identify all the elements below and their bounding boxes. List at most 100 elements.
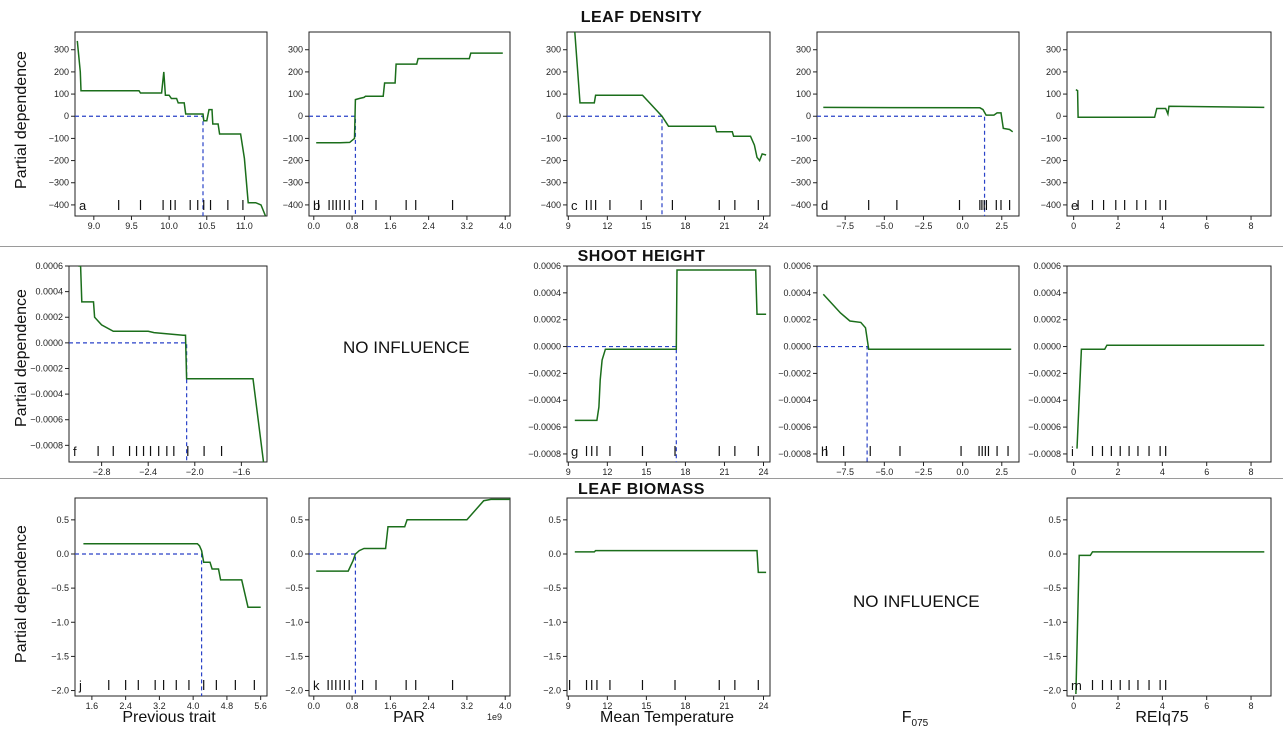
plot-frame xyxy=(1066,497,1272,697)
y-tick-label: 100 xyxy=(1046,89,1061,99)
x-tick-label: 4.0 xyxy=(187,701,200,711)
y-tick-label: 0.0006 xyxy=(533,261,561,271)
partial-dependence-line xyxy=(78,266,265,462)
y-tick-label: −0.0006 xyxy=(778,422,811,432)
y-tick-label: −1.0 xyxy=(543,617,561,627)
y-tick-label: 200 xyxy=(546,67,561,77)
reference-line xyxy=(567,345,677,462)
y-tick-label: −300 xyxy=(1041,178,1061,188)
y-tick-label: 200 xyxy=(288,67,303,77)
partial-dependence-line xyxy=(574,269,767,422)
no-influence-label: NO INFLUENCE xyxy=(343,338,470,357)
x-tick-label: 18 xyxy=(680,221,690,231)
y-tick-label: 0.0006 xyxy=(1033,261,1061,271)
x-tick-label: 2.5 xyxy=(996,221,1009,231)
y-tick-label: 0.0006 xyxy=(783,261,811,271)
x-tick-label: −5.0 xyxy=(875,467,893,477)
pdp-panel-l: 9 12 15 18 21 24 0.5 0.0 −0.5 −1.0 −1.5 −2.0 xyxy=(543,497,771,711)
reference-line xyxy=(309,115,357,216)
y-tick-label: 100 xyxy=(796,89,811,99)
x-tick-label: 12 xyxy=(602,467,612,477)
y-tick-label: −0.5 xyxy=(1043,583,1061,593)
y-tick-label: −0.0002 xyxy=(1028,368,1061,378)
panel-letter-label: g xyxy=(571,444,578,459)
x-tick-label: 9.0 xyxy=(88,221,101,231)
y-tick-label: −0.5 xyxy=(285,583,303,593)
y-tick-label: 300 xyxy=(546,45,561,55)
y-tick-label: −100 xyxy=(1041,133,1061,143)
y-tick-label: 0 xyxy=(556,111,561,121)
x-tick-label: 2 xyxy=(1115,467,1120,477)
y-tick-label: 0.0 xyxy=(56,549,69,559)
panel-letter-label: h xyxy=(821,444,828,459)
y-tick-label: 300 xyxy=(54,45,69,55)
y-tick-label: −300 xyxy=(283,178,303,188)
partial-dependence-line xyxy=(1075,88,1265,119)
y-tick-label: −0.0008 xyxy=(1028,449,1061,459)
y-tick-label: 0.0000 xyxy=(35,338,63,348)
y-tick-label: 0.0004 xyxy=(1033,288,1061,298)
x-tick-label: 6 xyxy=(1204,701,1209,711)
y-tick-label: 200 xyxy=(796,67,811,77)
x-tick-label: 21 xyxy=(719,467,729,477)
x-tick-label: 0.0 xyxy=(956,467,969,477)
y-tick-label: 300 xyxy=(796,45,811,55)
y-tick-label: −0.0002 xyxy=(30,363,63,373)
y-tick-label: −0.5 xyxy=(543,583,561,593)
x-tick-label: 6 xyxy=(1204,467,1209,477)
y-tick-label: −2.0 xyxy=(543,686,561,696)
plot-frame xyxy=(566,497,771,697)
y-tick-label: −100 xyxy=(541,133,561,143)
pdp-panel-c: 9 12 15 18 21 24 300 200 100 0 −100 −200 −300 −400 c xyxy=(541,31,771,231)
plot-frame xyxy=(816,265,1020,463)
y-tick-label: 0 xyxy=(298,111,303,121)
x-tick-label: 2 xyxy=(1115,701,1120,711)
plot-frame xyxy=(74,31,268,217)
x-tick-label: −7.5 xyxy=(836,221,854,231)
x-tick-label: 4.0 xyxy=(499,221,512,231)
y-tick-label: −400 xyxy=(541,200,561,210)
y-tick-label: 0 xyxy=(806,111,811,121)
y-tick-label: 100 xyxy=(54,89,69,99)
x-tick-label: 10.5 xyxy=(198,221,216,231)
section-title-leaf-biomass: LEAF BIOMASS xyxy=(578,481,705,498)
x-axis-label: Mean Temperature xyxy=(600,709,734,726)
x-axis-label-subscript: 075 xyxy=(911,718,929,729)
panel-letter-label: j xyxy=(78,678,82,693)
pdp-panel-d: −7.5 −5.0 −2.5 0.0 2.5 300 200 100 0 −100 −200 −300… xyxy=(791,31,1020,231)
y-tick-label: 0 xyxy=(64,111,69,121)
pdp-panel-h: −7.5 −5.0 −2.5 0.0 2.5 0.0006 0.0004 0.0002 0.00… xyxy=(778,261,1020,477)
reference-line xyxy=(817,115,986,216)
x-axis-label: F075 xyxy=(815,709,1015,729)
y-tick-label: −0.0004 xyxy=(778,395,811,405)
x-tick-label: 2.5 xyxy=(996,467,1009,477)
panel-letter-label: e xyxy=(1071,198,1078,213)
x-tick-label: 4.8 xyxy=(221,701,234,711)
y-tick-label: 0.0 xyxy=(1048,549,1061,559)
y-tick-label: 0.0 xyxy=(290,549,303,559)
plot-frame xyxy=(74,497,268,697)
x-tick-label: 8 xyxy=(1249,467,1254,477)
x-tick-label: −5.0 xyxy=(875,221,893,231)
y-tick-label: 0.0000 xyxy=(783,342,811,352)
y-tick-label: −1.5 xyxy=(1043,651,1061,661)
y-tick-label: −400 xyxy=(1041,200,1061,210)
y-tick-label: 0.0002 xyxy=(783,315,811,325)
plot-frame xyxy=(566,265,771,463)
pdp-panel-a: 9.0 9.5 10.0 10.5 11.0 300 200 100 0 −100 −200 −300… xyxy=(49,31,268,231)
x-tick-label: −2.0 xyxy=(186,467,204,477)
x-tick-label: 9.5 xyxy=(125,221,138,231)
reference-line xyxy=(309,553,357,696)
y-tick-label: 0.0004 xyxy=(35,287,63,297)
x-tick-label: −2.5 xyxy=(915,221,933,231)
y-tick-label: −0.0004 xyxy=(30,389,63,399)
y-tick-label: −0.0004 xyxy=(1028,395,1061,405)
y-tick-label: −1.5 xyxy=(285,651,303,661)
x-tick-label: 24 xyxy=(758,467,768,477)
y-tick-label: −400 xyxy=(791,200,811,210)
y-tick-label: 100 xyxy=(288,89,303,99)
x-tick-label: 9 xyxy=(566,221,571,231)
section-title-shoot-height: SHOOT HEIGHT xyxy=(577,248,706,265)
y-tick-label: 0.0004 xyxy=(783,288,811,298)
